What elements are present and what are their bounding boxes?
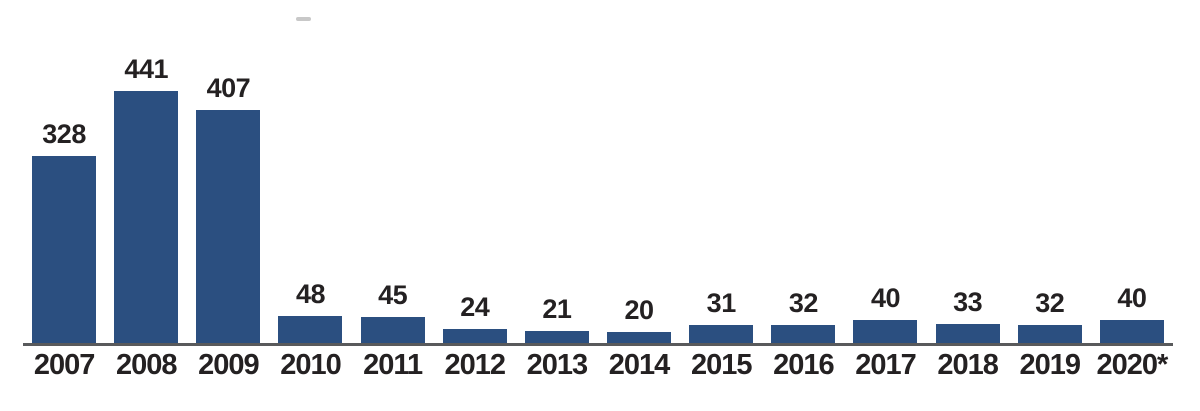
bar-column: 21 — [516, 296, 598, 343]
plot-area: 328 441 407 48 45 24 21 20 31 32 40 33 32 40 — [23, 0, 1173, 343]
bar-column: 32 — [762, 290, 844, 343]
x-axis-tick-label: 2015 — [690, 349, 753, 381]
x-axis-tick-label: 2009 — [198, 349, 260, 381]
bar-column: 45 — [352, 282, 434, 343]
bar — [196, 110, 261, 343]
bar — [278, 316, 343, 343]
bar-value-label: 328 — [42, 119, 86, 149]
x-axis-tick-label: 2011 — [363, 349, 423, 381]
bar-column: 24 — [434, 294, 516, 343]
smudge-mark — [296, 17, 311, 21]
x-axis-tick-label: 2016 — [773, 349, 835, 381]
bar-value-label: 20 — [624, 295, 655, 325]
bar-value-label: 32 — [1035, 288, 1065, 318]
bar — [771, 325, 836, 343]
bar — [1017, 325, 1082, 343]
x-axis-tick-label: 2014 — [608, 349, 671, 381]
bar — [360, 317, 425, 343]
bar — [442, 329, 507, 343]
bar-value-label: 45 — [378, 280, 408, 310]
bar — [689, 325, 754, 343]
bar — [114, 91, 179, 343]
bar-chart: 328 441 407 48 45 24 21 20 31 32 40 33 32 40 2007 2008… — [23, 0, 1173, 382]
bar — [32, 156, 97, 343]
bar-column: 32 — [1009, 290, 1091, 343]
bar-value-label: 24 — [460, 292, 490, 322]
bar-column: 441 — [105, 56, 187, 343]
x-axis-tick-label: 2019 — [1019, 349, 1082, 381]
bar-column: 31 — [680, 290, 762, 343]
x-axis-tick-label: 2007 — [33, 349, 96, 381]
bar — [524, 331, 589, 343]
x-axis-tick-label: 2012 — [444, 349, 507, 381]
x-axis-tick-label: 2008 — [115, 349, 178, 381]
bar-value-label: 21 — [542, 294, 572, 324]
x-axis-labels: 2007 2008 2009 2010 2011 2012 2013 2014 2015 2016… — [23, 349, 1173, 382]
bar — [1099, 320, 1164, 343]
bar-column: 20 — [598, 297, 680, 343]
bar-column: 40 — [844, 285, 926, 343]
bar-value-label: 33 — [953, 287, 983, 317]
bar-column: 328 — [23, 121, 105, 343]
x-axis-line — [23, 343, 1173, 346]
bar — [853, 320, 918, 343]
bar-value-label: 407 — [206, 73, 251, 103]
bar-column: 48 — [269, 281, 351, 343]
x-axis-tick-label: 2013 — [526, 349, 589, 381]
bar — [935, 324, 1000, 343]
x-axis-tick-label: 2017 — [855, 349, 917, 381]
bar-column: 33 — [927, 289, 1009, 343]
bar-value-label: 441 — [124, 54, 168, 84]
bar-value-label: 40 — [1117, 283, 1147, 313]
x-axis-tick-label: 2010 — [280, 349, 342, 381]
x-axis-tick-label: 2018 — [937, 349, 999, 381]
bar — [607, 332, 672, 343]
bar-value-label: 31 — [706, 288, 737, 318]
bar-value-label: 48 — [295, 279, 326, 309]
bar-column: 407 — [187, 75, 269, 343]
bar-column: 40 — [1091, 285, 1173, 343]
bar-value-label: 40 — [870, 283, 901, 313]
x-axis-tick-label: 2020* — [1096, 349, 1168, 381]
bar-value-label: 32 — [788, 288, 819, 318]
